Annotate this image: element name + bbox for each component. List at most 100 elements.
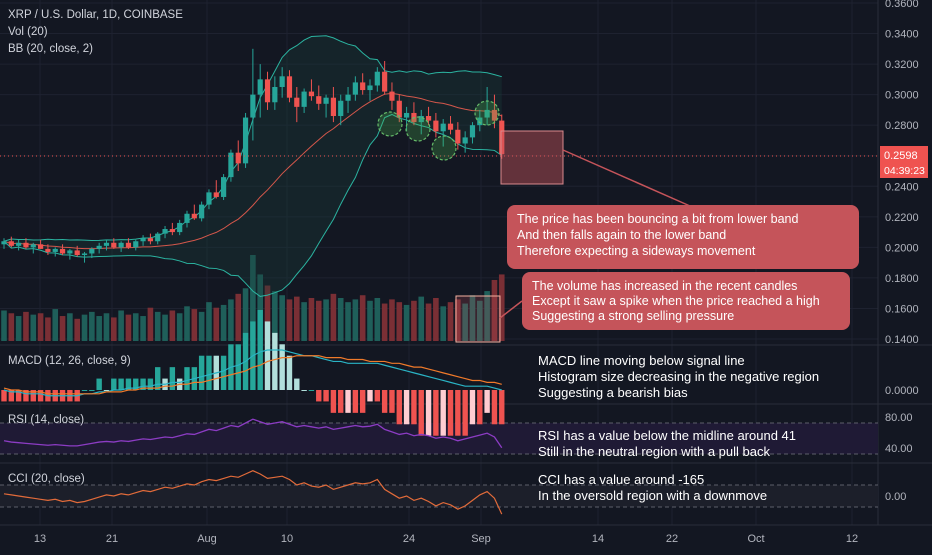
time-axis-label: 22 [666,533,678,545]
time-axis-label: Sep [471,533,491,545]
candle-body [389,91,395,101]
rsi-line [3,418,503,449]
time-axis-label: 12 [846,533,858,545]
candle-body [338,100,344,117]
volume-indicator-label[interactable]: Vol (20) [8,26,48,38]
macd-histogram-bar [206,355,212,390]
price-plot [0,35,878,515]
bounce-highlight-circle [474,100,500,126]
candle-body [257,79,263,95]
price-annotation[interactable]: The price has been bouncing a bit from l… [507,205,859,269]
volume-note-line-2: Except it saw a spike when the price rea… [532,294,820,308]
macd-indicator-label[interactable]: MACD (12, 26, close, 9) [8,355,131,367]
candle-body [125,242,132,248]
macd-histogram-bar [125,378,132,390]
macd-histogram-bar [235,344,241,390]
candle-body [147,238,153,242]
candle-body [206,192,212,205]
volume-bar [272,291,278,341]
volume-bar [396,302,403,341]
volume-bar [381,303,388,341]
cci-indicator-label[interactable]: CCI (20, close) [8,473,85,485]
indicator-panes [0,0,932,526]
macd-histogram-bar [484,390,490,413]
candle-body [491,109,498,121]
time-axis-label: 13 [34,533,46,545]
macd-histogram-bar [499,390,505,425]
price-axis-label: 0.3600 [885,0,919,10]
macd-histogram-bar [367,390,373,402]
symbol-title[interactable]: XRP / U.S. Dollar, 1D, COINBASE [8,9,183,21]
volume-bar [389,299,395,341]
volume-note-line-3: Suggesting a strong selling pressure [532,309,734,323]
volume-bar [462,303,468,341]
volume-bar [125,314,132,341]
volume-bar [337,298,344,341]
bounce-highlight-circle [431,135,457,161]
bollinger-lower [3,113,503,297]
volume-annotation[interactable]: The volume has increased in the recent c… [522,272,850,330]
volume-bar [132,313,139,341]
macd-histogram-bar [23,390,29,402]
cci-band [0,485,878,507]
volume-bar [279,295,285,341]
price-axis: 0.36000.34000.32000.30000.28000.26000.24… [34,0,919,545]
volume-bar [418,296,425,341]
volume-bar [59,316,66,341]
candle-body [418,116,424,123]
candle-body [38,244,44,249]
volume-bar [37,313,44,341]
candle-body [96,245,102,249]
volume-bar [74,318,80,341]
time-axis-label: 21 [106,533,118,545]
candle-body [330,97,336,117]
macd-histogram-bar [147,378,154,390]
volume-bar [411,300,417,341]
volume-bar [447,302,454,341]
volume-bar [206,302,212,341]
time-axis-label: Oct [747,533,764,545]
candle-body [111,242,117,248]
rsi-axis-label: 80.00 [885,412,913,424]
macd-histogram-bar [462,390,468,436]
candle-body [382,71,388,92]
price-axis-label: 0.2000 [885,242,919,254]
macd-note-line-1: MACD line moving below signal line [538,353,745,368]
volume-bar [45,317,51,341]
candle-body [345,94,351,101]
volume-bar [433,298,439,341]
bollinger-indicator-label[interactable]: BB (20, close, 2) [8,43,93,55]
candle-body [323,97,329,104]
candle-body [455,129,461,144]
volume-bar [228,299,234,341]
volume-bar [498,274,505,341]
macd-histogram-bar [374,390,381,402]
volume-bar [235,293,242,341]
price-axis-label: 0.1600 [885,303,919,315]
candle-body [477,117,483,126]
candle-body [118,242,124,248]
candle-body [425,116,432,121]
macd-histogram-bar [1,390,7,402]
volume-bar [154,311,161,341]
volume-bar [374,298,381,341]
volume-bar [352,299,359,341]
candle-body [89,248,95,254]
volume-bar [96,316,102,341]
candle-body [235,152,241,164]
volume-note-line-1: The volume has increased in the recent c… [532,279,797,293]
rsi-indicator-label[interactable]: RSI (14, close) [8,414,84,426]
candle-body [1,241,7,245]
volume-bar [367,300,373,341]
macd-histogram-bar [411,390,417,425]
candle-body [177,222,183,233]
bounce-highlight-circle [377,111,403,137]
candle-body [396,100,402,118]
candle-body [264,79,271,103]
volume-bar [67,313,73,341]
candle-body [67,250,73,254]
bollinger-basis [3,92,502,250]
volume-bar [103,313,110,341]
